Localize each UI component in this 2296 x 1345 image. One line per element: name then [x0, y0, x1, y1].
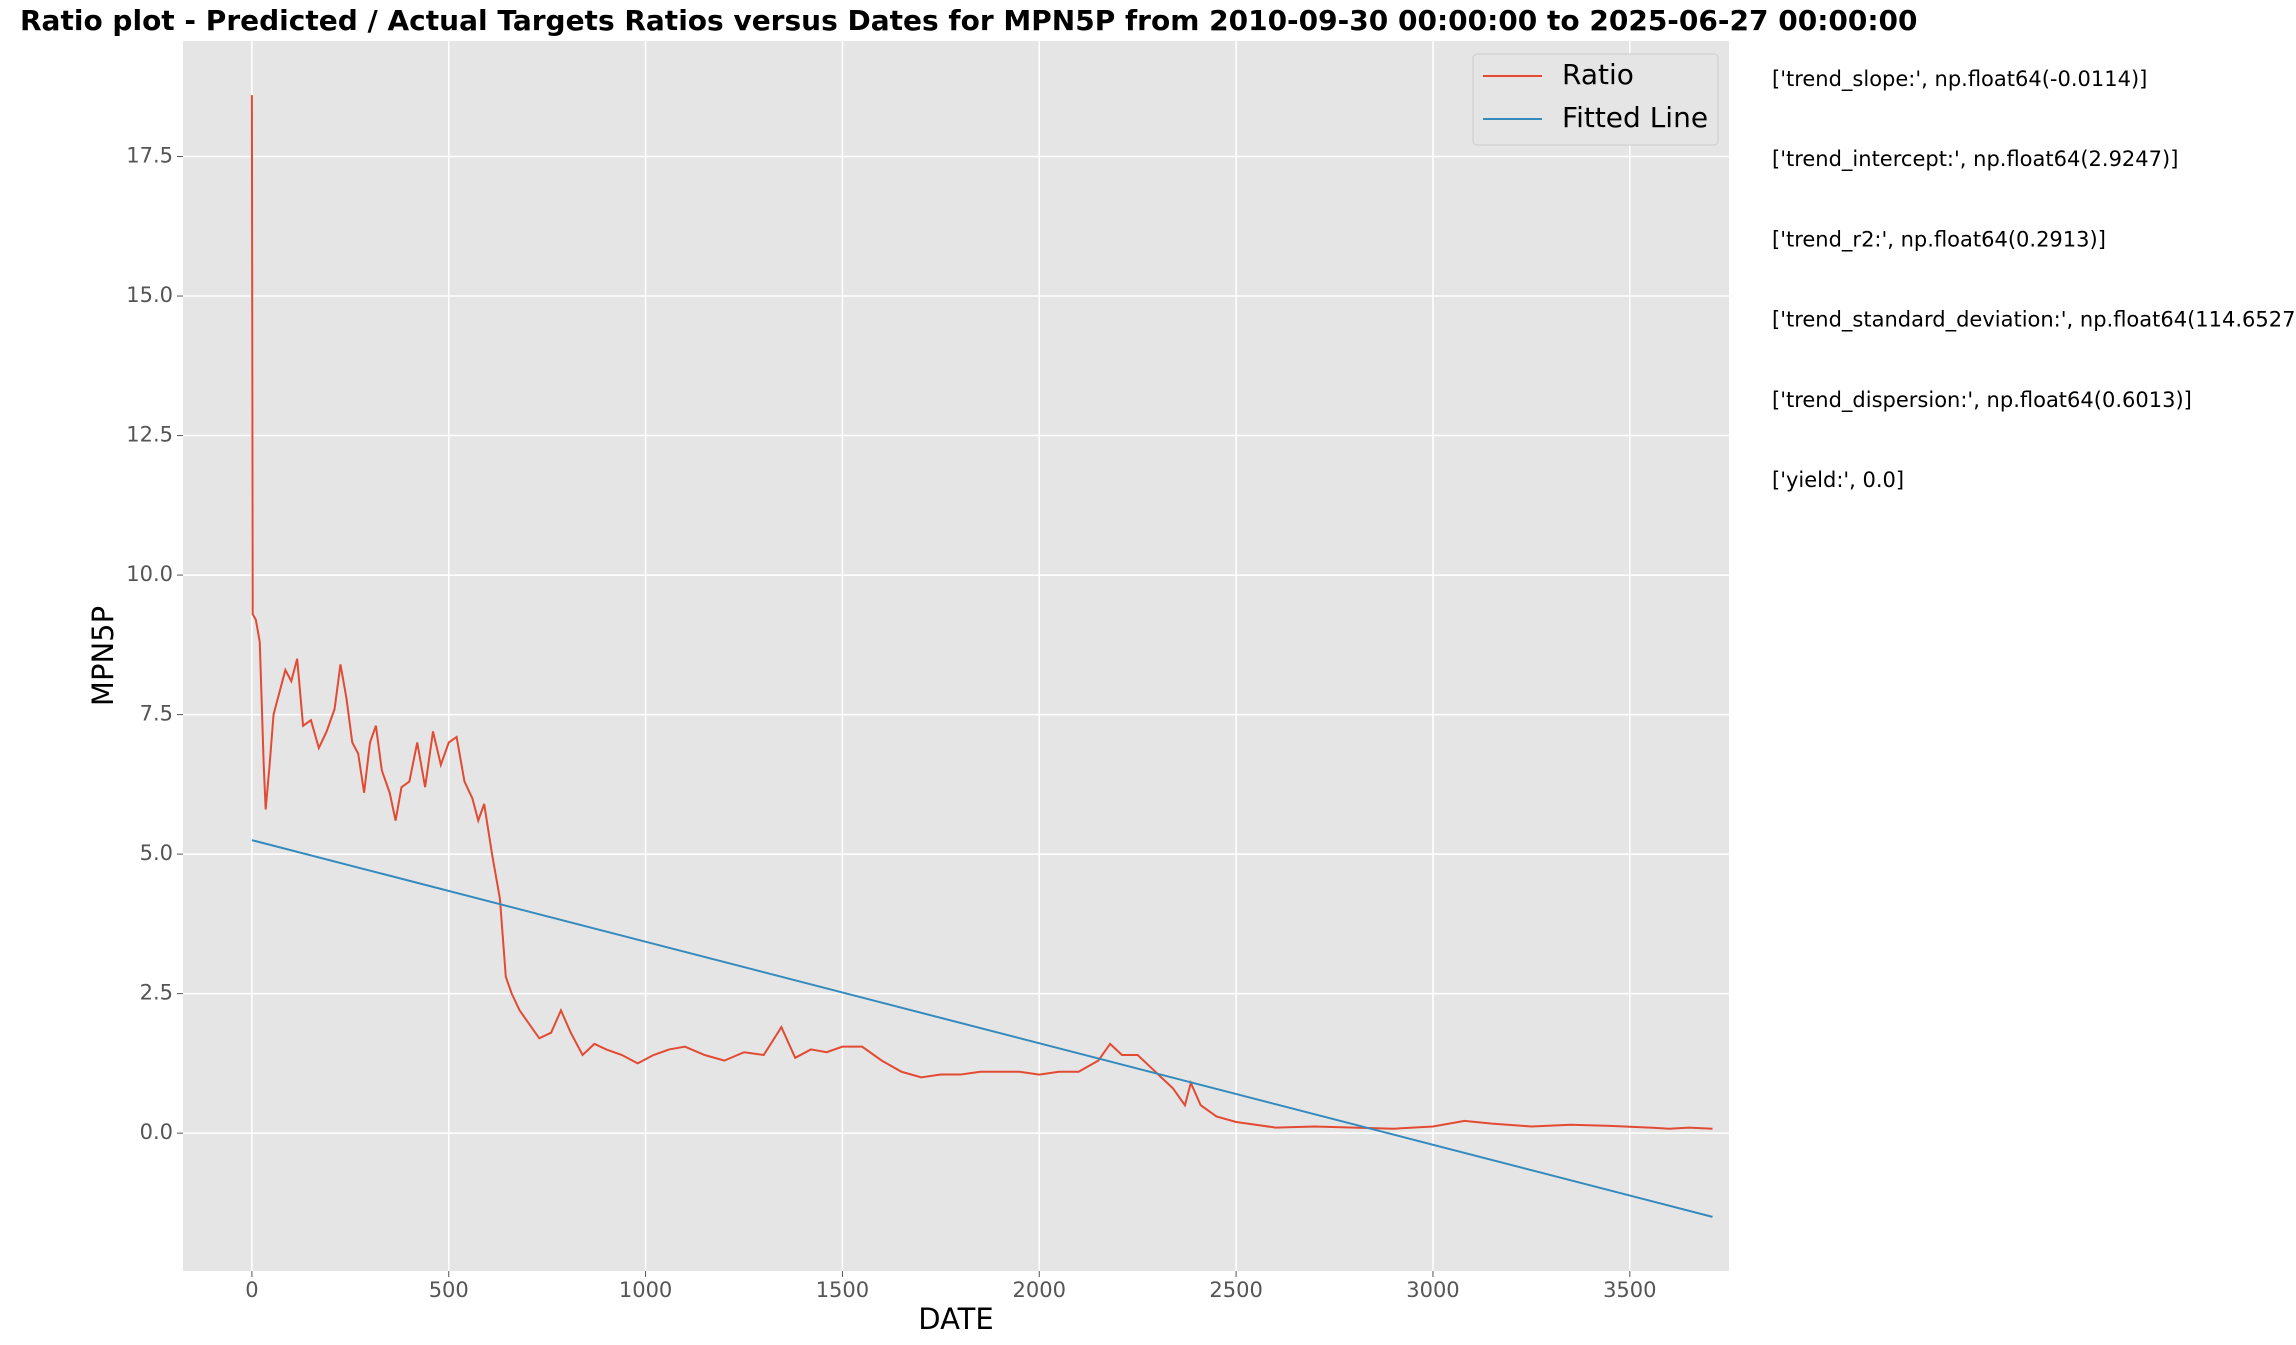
- legend: Ratio Fitted Line: [1472, 53, 1719, 146]
- x-tick-label: 2000: [1013, 1278, 1066, 1302]
- x-tick-label: 0: [245, 1278, 258, 1302]
- plot-area: [183, 41, 1729, 1271]
- y-tick-label: 15.0: [126, 283, 173, 307]
- x-tick-label: 3500: [1603, 1278, 1656, 1302]
- y-tick-label: 2.5: [140, 981, 173, 1005]
- annotation: ['trend_intercept:', np.float64(2.9247)]: [1772, 147, 2178, 172]
- x-tick-label: 3000: [1406, 1278, 1459, 1302]
- annotation: ['trend_slope:', np.float64(-0.0114)]: [1772, 67, 2147, 92]
- y-tick-label: 0.0: [140, 1120, 173, 1144]
- y-tick-label: 10.0: [126, 562, 173, 586]
- x-axis-label: DATE: [918, 1302, 993, 1336]
- chart-title: Ratio plot - Predicted / Actual Targets …: [20, 4, 1918, 37]
- annotation: ['yield:', 0.0]: [1772, 468, 1904, 492]
- legend-label: Fitted Line: [1562, 101, 1708, 134]
- y-tick-label: 7.5: [140, 702, 173, 726]
- annotation: ['trend_standard_deviation:', np.float64…: [1772, 308, 2296, 333]
- data-line: [250, 95, 1713, 1130]
- annotation: ['trend_r2:', np.float64(0.2913)]: [1772, 227, 2106, 252]
- x-tick-label: 500: [429, 1278, 469, 1302]
- y-tick-label: 12.5: [126, 423, 173, 447]
- y-tick-label: 17.5: [126, 144, 173, 168]
- x-tick-label: 2500: [1209, 1278, 1262, 1302]
- x-tick-label: 1500: [816, 1278, 869, 1302]
- y-tick-label: 5.0: [140, 841, 173, 865]
- data-line: [251, 839, 1713, 1218]
- y-axis-label: MPN5P: [86, 606, 120, 706]
- annotation: ['trend_dispersion:', np.float64(0.6013)…: [1772, 388, 2192, 413]
- legend-label: Ratio: [1562, 58, 1634, 91]
- x-tick-label: 1000: [619, 1278, 672, 1302]
